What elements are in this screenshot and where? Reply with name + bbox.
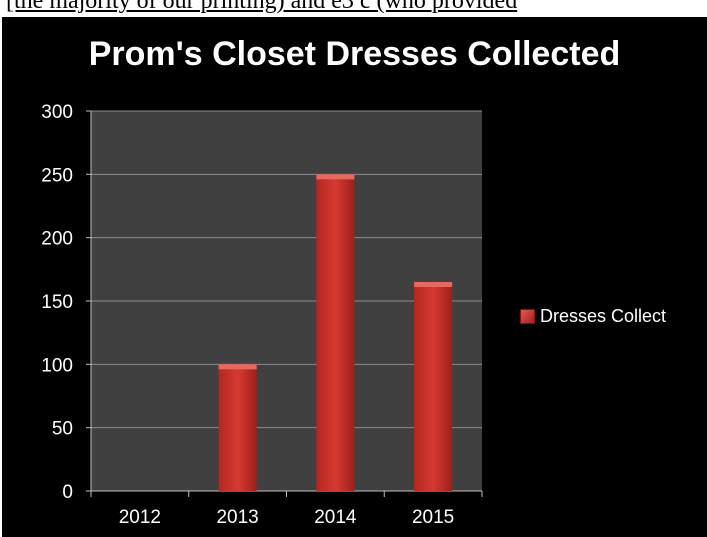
bar-top-edge [316, 174, 355, 180]
legend-swatch [520, 309, 535, 324]
y-tick-label: 300 [41, 102, 73, 123]
legend: Dresses Collect [520, 306, 666, 327]
bar [316, 174, 355, 492]
y-tick-label: 200 [41, 229, 73, 250]
bar [218, 364, 257, 491]
chart-frame: Prom's Closet Dresses Collected 0 50 100 15… [2, 17, 707, 537]
bar-chart: 0 50 100 150 200 250 300 2012 2013 2014 2015 [41, 102, 483, 528]
bar-top-edge [414, 282, 453, 287]
y-tick-label: 50 [52, 419, 73, 440]
page-text: [the majority of our printing) and e3 c … [6, 0, 518, 14]
bar-top-edge [218, 364, 257, 370]
y-tick-label: 250 [41, 165, 73, 186]
y-tick-label: 150 [41, 292, 73, 313]
y-tick-label: 0 [62, 482, 73, 503]
y-tick-label: 100 [41, 355, 73, 376]
x-tick-label: 2015 [412, 507, 454, 528]
x-tick-label: 2014 [314, 507, 357, 528]
x-tick-label: 2013 [216, 507, 258, 528]
x-tick-label: 2012 [119, 507, 161, 528]
chart-title: Prom's Closet Dresses Collected [88, 35, 621, 73]
legend-label: Dresses Collect [540, 306, 667, 326]
bar [414, 282, 453, 491]
